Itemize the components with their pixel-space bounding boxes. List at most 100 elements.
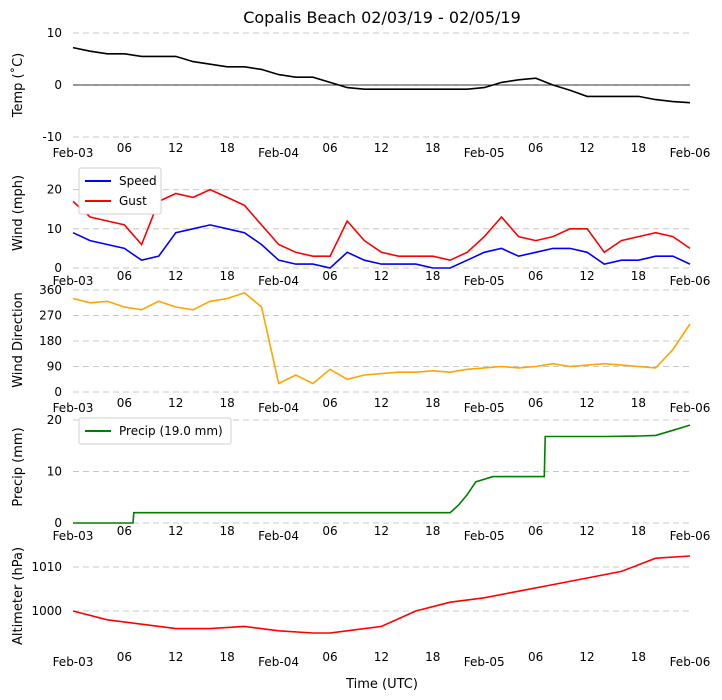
x-tick-label: 18 (631, 524, 646, 538)
x-tick-label: 18 (425, 141, 440, 155)
y-tick-label: 20 (47, 183, 62, 197)
y-tick-label: 10 (47, 465, 62, 479)
x-tick-label: 06 (528, 141, 543, 155)
series-line-altimeter (72, 555, 691, 634)
panel-0: -10 0 10 Temp (˚C) Feb-03 06 12 18 Feb-04 06 12 18 F… (10, 26, 710, 160)
x-tick-label: 06 (117, 650, 132, 664)
x-tick-label: Feb-03 (53, 655, 94, 669)
y-axis-label: Wind Direction (11, 292, 26, 388)
y-tick-label: 270 (39, 309, 62, 323)
x-tick-label: 18 (425, 269, 440, 283)
x-tick-label: 12 (168, 650, 183, 664)
x-tick-label: Feb-04 (258, 274, 299, 288)
x-tick-label: 06 (322, 396, 337, 410)
x-tick-label: Feb-06 (670, 529, 711, 543)
x-tick-label: Feb-03 (53, 529, 94, 543)
x-tick-label: 12 (579, 524, 594, 538)
x-tick-label: 18 (220, 269, 235, 283)
x-tick-label: Feb-05 (464, 146, 505, 160)
x-axis-label: Time (UTC) (345, 677, 418, 692)
x-tick-label: 06 (117, 524, 132, 538)
x-tick-label: 06 (528, 650, 543, 664)
chart-title: Copalis Beach 02/03/19 - 02/05/19 (243, 8, 521, 27)
x-tick-label: Feb-04 (258, 146, 299, 160)
x-tick-label: 18 (631, 141, 646, 155)
x-tick-label: 06 (528, 396, 543, 410)
x-tick-label: Feb-06 (670, 655, 711, 669)
legend-label: Gust (119, 194, 147, 208)
x-tick-label: 18 (425, 650, 440, 664)
x-tick-label: Feb-05 (464, 274, 505, 288)
x-tick-label: 12 (374, 141, 389, 155)
x-tick-label: 18 (631, 269, 646, 283)
x-tick-label: 18 (425, 524, 440, 538)
x-tick-label: Feb-03 (53, 274, 94, 288)
series-line-temp (72, 46, 691, 104)
y-tick-label: 0 (54, 516, 62, 530)
x-tick-label: 12 (374, 269, 389, 283)
y-axis-label: Temp (˚C) (10, 53, 26, 119)
x-tick-label: 06 (117, 396, 132, 410)
panel-4: 1000 1010 Altimeter (hPa) Feb-03 06 12 18 Feb-0… (11, 547, 710, 669)
x-tick-label: 18 (220, 524, 235, 538)
y-tick-label: 10 (47, 26, 62, 40)
panel-3: 0 10 20 Precip (mm) Feb-03 06 12 18 Feb-04 06 12 18… (11, 413, 710, 543)
x-tick-label: 18 (631, 650, 646, 664)
y-tick-label: 90 (47, 360, 62, 374)
x-tick-label: Feb-05 (464, 655, 505, 669)
legend-label: Speed (119, 174, 157, 188)
x-tick-label: 18 (631, 396, 646, 410)
x-tick-label: 12 (374, 524, 389, 538)
x-tick-label: Feb-06 (670, 401, 711, 415)
x-tick-label: 18 (220, 141, 235, 155)
x-tick-label: Feb-03 (53, 401, 94, 415)
y-axis-label: Precip (mm) (11, 427, 26, 506)
y-tick-label: 1010 (31, 560, 62, 574)
series-line-gust (72, 188, 691, 262)
x-tick-label: 06 (322, 141, 337, 155)
x-tick-label: 12 (168, 524, 183, 538)
x-tick-label: 06 (322, 650, 337, 664)
x-tick-label: 18 (220, 396, 235, 410)
y-tick-label: 0 (54, 78, 62, 92)
x-tick-label: 06 (322, 524, 337, 538)
x-tick-label: 18 (425, 396, 440, 410)
y-tick-label: 0 (54, 385, 62, 399)
x-tick-label: 12 (168, 269, 183, 283)
panel-1: 0 10 20 Wind (mph) Feb-03 06 12 18 Feb-04 06 12 18 F… (11, 167, 711, 288)
y-tick-label: -10 (42, 130, 62, 144)
y-tick-label: 0 (54, 261, 62, 275)
y-tick-label: 10 (47, 222, 62, 236)
legend-box (78, 167, 162, 215)
panel-2: 0 90 180 270 360 Wind Direction Feb-03 06 12 18 Fe… (11, 283, 710, 415)
x-tick-label: 06 (117, 141, 132, 155)
x-tick-label: 12 (168, 396, 183, 410)
x-tick-label: 12 (579, 396, 594, 410)
y-tick-label: 180 (39, 334, 62, 348)
x-tick-label: 12 (579, 141, 594, 155)
x-tick-label: 06 (117, 269, 132, 283)
x-tick-label: 06 (528, 269, 543, 283)
y-axis-label: Wind (mph) (11, 175, 26, 251)
x-tick-label: Feb-04 (258, 529, 299, 543)
x-tick-label: Feb-04 (258, 655, 299, 669)
x-tick-label: 06 (322, 269, 337, 283)
legend-label: Precip (19.0 mm) (119, 424, 223, 438)
series-line-speed (72, 224, 691, 269)
x-tick-label: Feb-06 (670, 274, 711, 288)
x-tick-label: 18 (220, 650, 235, 664)
x-tick-label: 12 (579, 269, 594, 283)
y-tick-label: 20 (47, 413, 62, 427)
x-tick-label: Feb-03 (53, 146, 94, 160)
x-tick-label: Feb-05 (464, 529, 505, 543)
series-line-wind-direction (72, 291, 691, 385)
x-tick-label: 12 (374, 650, 389, 664)
y-tick-label: 1000 (31, 604, 62, 618)
x-tick-label: Feb-04 (258, 401, 299, 415)
y-axis-label: Altimeter (hPa) (11, 547, 26, 645)
x-tick-label: 12 (374, 396, 389, 410)
x-tick-label: 06 (528, 524, 543, 538)
legend-box (78, 417, 232, 445)
x-tick-label: Feb-06 (670, 146, 711, 160)
